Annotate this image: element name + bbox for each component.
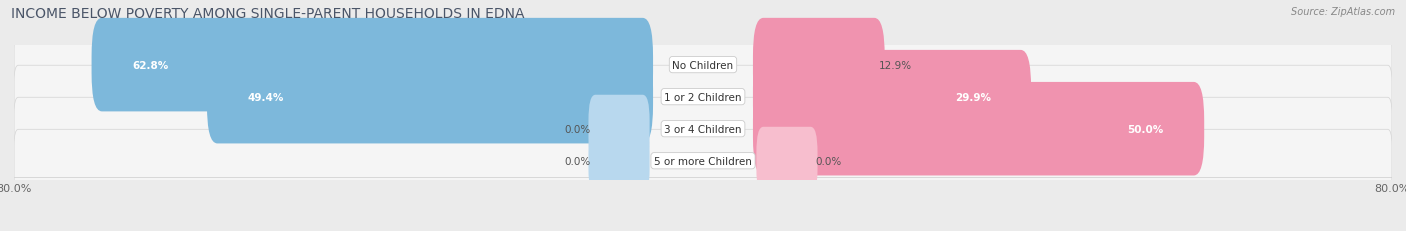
FancyBboxPatch shape xyxy=(14,98,1392,160)
Text: 50.0%: 50.0% xyxy=(1128,124,1164,134)
Text: 49.4%: 49.4% xyxy=(247,92,284,102)
Text: 29.9%: 29.9% xyxy=(955,92,991,102)
Text: 1 or 2 Children: 1 or 2 Children xyxy=(664,92,742,102)
FancyBboxPatch shape xyxy=(14,34,1392,97)
Text: 5 or more Children: 5 or more Children xyxy=(654,156,752,166)
FancyBboxPatch shape xyxy=(589,95,650,163)
FancyBboxPatch shape xyxy=(14,66,1392,128)
FancyBboxPatch shape xyxy=(754,82,1204,176)
FancyBboxPatch shape xyxy=(91,19,652,112)
Text: Source: ZipAtlas.com: Source: ZipAtlas.com xyxy=(1291,7,1395,17)
Text: 0.0%: 0.0% xyxy=(815,156,841,166)
FancyBboxPatch shape xyxy=(754,51,1031,144)
FancyBboxPatch shape xyxy=(14,130,1392,192)
FancyBboxPatch shape xyxy=(754,19,884,112)
FancyBboxPatch shape xyxy=(589,127,650,195)
Text: INCOME BELOW POVERTY AMONG SINGLE-PARENT HOUSEHOLDS IN EDNA: INCOME BELOW POVERTY AMONG SINGLE-PARENT… xyxy=(11,7,524,21)
Text: No Children: No Children xyxy=(672,60,734,70)
Text: 0.0%: 0.0% xyxy=(565,124,591,134)
FancyBboxPatch shape xyxy=(207,51,652,144)
Text: 0.0%: 0.0% xyxy=(565,156,591,166)
FancyBboxPatch shape xyxy=(756,127,817,195)
Text: 62.8%: 62.8% xyxy=(132,60,169,70)
Text: 3 or 4 Children: 3 or 4 Children xyxy=(664,124,742,134)
Text: 12.9%: 12.9% xyxy=(879,60,912,70)
